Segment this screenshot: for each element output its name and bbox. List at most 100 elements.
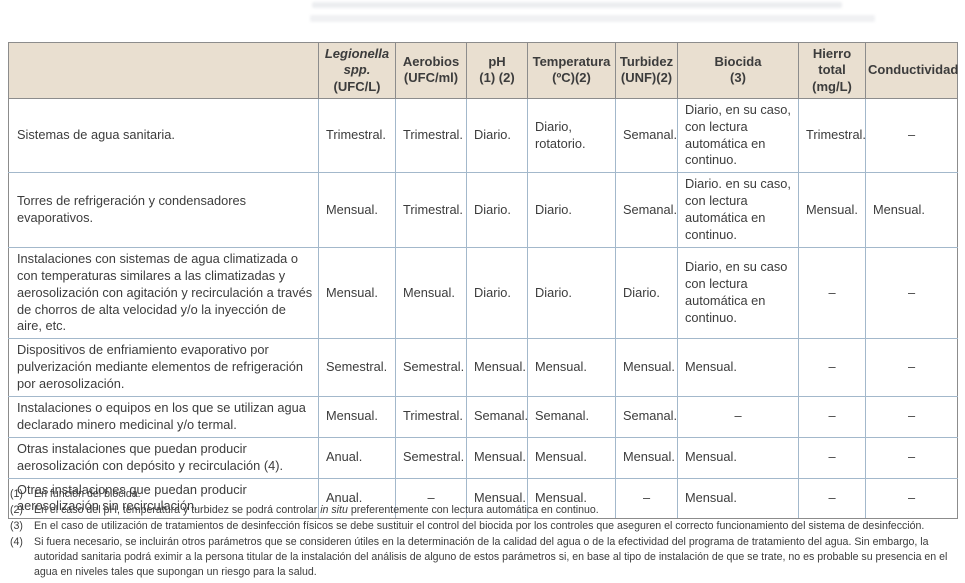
column-title: Temperatura [532,54,611,70]
table-cell: Semanal. [527,396,616,438]
column-title: Aerobios [402,54,460,70]
table-cell: Mensual. [677,436,799,479]
table-cell: Mensual. [615,436,678,479]
table-cell: – [798,246,866,340]
column-header: Turbidez (UNF)(2) [615,42,678,99]
footnote-text-segment: preferentemente con lectura automática e… [347,504,599,516]
table-cell: Mensual. [318,246,396,340]
footnote-text: Si fuera necesario, se incluirán otros p… [34,535,958,580]
column-title: Biocida [714,54,762,70]
footnote: (4) Si fuera necesario, se incluirán otro… [10,535,958,580]
table-cell: – [395,477,467,520]
row-label-cell: Torres de refrigeración y condensadores … [8,172,319,248]
column-title: pH [488,54,506,70]
corner-header-cell [8,42,319,99]
table-cell: – [865,477,958,520]
column-title: Legionella spp. [324,46,390,78]
table-cell: Trimestral. [395,172,467,248]
table-cell: – [865,338,958,397]
footnote-number: (3) [10,520,23,532]
table-cell: Mensual. [527,477,616,520]
column-subtitle: (1) (2) [479,70,515,86]
table-cell: – [798,436,866,479]
row-label-cell: Sistemas de agua sanitaria. [8,97,319,174]
table-cell: Mensual. [527,436,616,479]
footnote-text-segment: in situ [320,504,348,516]
table-cell: – [677,396,799,438]
table-cell: Anual. [318,436,396,479]
table-cell: Trimestral. [395,396,467,438]
table-cell: Diario. [527,246,616,340]
table-cell: Mensual. [466,436,528,479]
table-row: Torres de refrigeración y condensadores … [8,172,958,248]
table-cell: – [798,338,866,397]
column-subtitle: (UNF)(2) [620,70,673,86]
table-row: Otras instalaciones que puedan producir … [8,477,958,520]
monitoring-frequency-table: Legionella spp. (UFC/L) Aerobios (UFC/ml) pH… [8,42,959,520]
table-cell: Trimestral. [318,97,396,174]
footnote-number: (4) [10,536,23,548]
page-bleed-artifact [312,2,842,8]
table-row: Instalaciones o equipos en los que se ut… [8,396,958,438]
table-cell: – [798,477,866,520]
column-header: Aerobios (UFC/ml) [395,42,467,99]
footnotes: (1) En función del biocida. (2) En el caso … [10,487,958,581]
table-cell: – [865,97,958,174]
column-header: Temperatura (ºC)(2) [527,42,616,99]
table-cell: Mensual. [798,172,866,248]
footnote-text-segment: En el caso del pH, temperatura y turbide… [34,504,321,516]
footnote-text-segment: En el caso de utilización de tratamiento… [34,520,925,532]
table-cell: Trimestral. [798,97,866,174]
table-cell: – [865,436,958,479]
column-header: pH (1) (2) [466,42,528,99]
column-title: Turbidez [619,54,674,70]
row-label-cell: Otras instalaciones que puedan producir … [8,477,319,520]
table-cell: Semestral. [395,436,467,479]
column-subtitle: (UFC/L) [333,78,381,94]
table-cell: Mensual. [318,396,396,438]
table-cell: Diario, en su caso con lectura automátic… [677,246,799,340]
table-cell: Diario. en su caso, con lectura automáti… [677,172,799,248]
table-cell: – [798,396,866,438]
table-row: Dispositivos de enfriamiento evaporativo… [8,338,958,397]
table-cell: Diario. [466,97,528,174]
table-cell: Semanal. [615,172,678,248]
column-subtitle: (3) [730,70,746,86]
table-cell: Diario, en su caso, con lectura automáti… [677,97,799,174]
table-cell: Diario. [527,172,616,248]
column-header: Hierro total (mg/L) [798,42,866,99]
table-cell: – [615,477,678,520]
column-title: Hierro total [812,46,852,78]
footnote-text-segment: Si fuera necesario, se incluirán otros p… [34,536,948,578]
column-subtitle: (mg/L) [812,78,852,94]
table-cell: Mensual. [395,246,467,340]
table-cell: Diario, rotatorio. [527,97,616,174]
column-header: Biocida (3) [677,42,799,99]
table-cell: Semestral. [318,338,396,397]
table-row: Sistemas de agua sanitaria. Trimestral. Tr… [8,97,958,174]
column-subtitle: (ºC)(2) [552,70,591,86]
footnote-text-segment: En función del biocida. [34,488,141,500]
column-title: Conductividad [868,62,959,78]
footnote: (3) En el caso de utilización de tratamie… [10,519,958,534]
table-row: Otras instalaciones que puedan producir … [8,436,958,479]
page-bleed-artifact [310,15,875,22]
table-cell: Mensual. [865,172,958,248]
table-cell: Mensual. [677,338,799,397]
column-subtitle: (UFC/ml) [403,70,459,86]
table-cell: Mensual. [466,338,528,397]
table-row: Instalaciones con sistemas de agua clima… [8,246,958,340]
footnote: (1) En función del biocida. [10,487,958,502]
table-cell: Mensual. [677,477,799,520]
column-header: Legionella spp. (UFC/L) [318,42,396,99]
table-cell: Semanal. [466,396,528,438]
table-cell: Mensual. [615,338,678,397]
table-cell: Trimestral. [395,97,467,174]
header-row: Legionella spp. (UFC/L) Aerobios (UFC/ml) pH… [8,42,959,99]
column-header: Conductividad [865,42,959,99]
table-cell: Semestral. [395,338,467,397]
table-cell: Diario. [466,172,528,248]
footnote-text: En función del biocida. [34,487,958,502]
table-cell: Semanal. [615,396,678,438]
